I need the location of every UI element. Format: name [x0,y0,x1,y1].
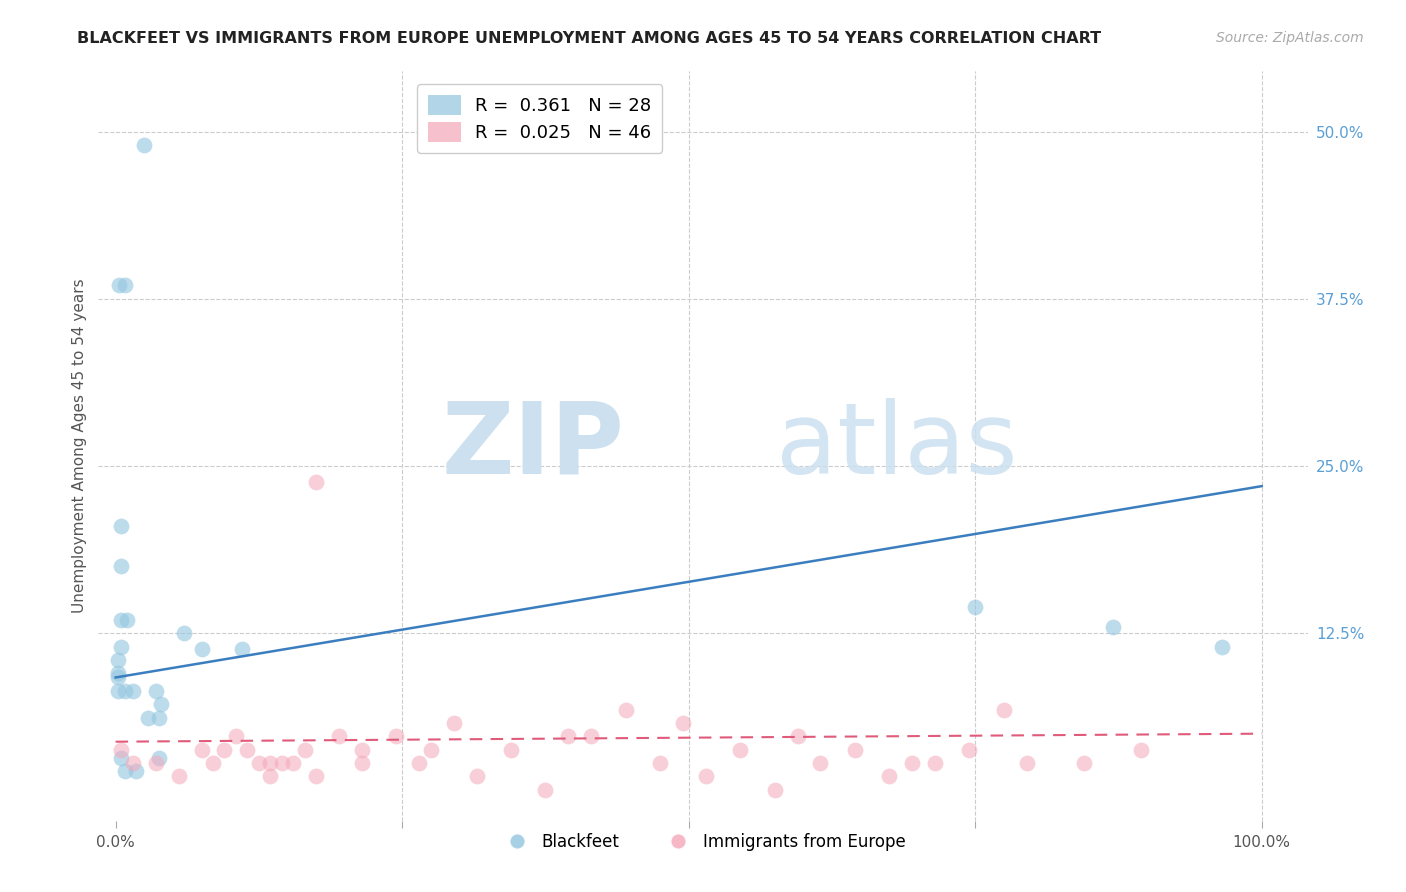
Point [134,138,156,153]
Point [214,742,236,756]
Point [115,613,138,627]
Point [236,742,259,756]
Point [328,730,350,744]
Point [901,756,924,771]
Point [305,769,328,784]
Point [108,278,131,293]
Point [728,742,751,756]
Point [259,756,281,771]
Point [202,756,225,771]
Point [259,769,281,784]
Point [107,684,129,698]
Point [1101,620,1123,634]
Point [581,730,603,744]
Point [763,783,786,797]
Point [283,756,305,771]
Point [125,764,148,778]
Point [121,756,143,771]
Point [270,756,292,771]
Point [1015,756,1038,771]
Point [924,756,946,771]
Point [110,613,132,627]
Point [672,716,695,731]
Point [247,756,270,771]
Point [110,751,132,765]
Point [190,742,212,756]
Point [350,742,373,756]
Point [1211,640,1233,654]
Point [443,716,465,731]
Point [114,278,136,293]
Point [107,671,129,685]
Point [107,653,129,667]
Point [557,730,579,744]
Point [408,756,430,771]
Point [1073,756,1095,771]
Point [148,751,170,765]
Y-axis label: Unemployment Among Ages 45 to 54 years: Unemployment Among Ages 45 to 54 years [72,278,87,614]
Point [145,756,167,771]
Text: atlas: atlas [776,398,1017,494]
Point [150,698,173,712]
Point [173,626,195,640]
Point [190,642,212,657]
Point [499,742,522,756]
Point [648,756,671,771]
Point [145,684,167,698]
Text: Source: ZipAtlas.com: Source: ZipAtlas.com [1216,31,1364,45]
Point [114,764,136,778]
Text: ZIP: ZIP [441,398,624,494]
Point [114,684,136,698]
Point [225,730,247,744]
Point [110,742,132,756]
Point [350,756,373,771]
Point [1130,742,1153,756]
Point [844,742,866,756]
Point [695,769,717,784]
Point [110,519,132,533]
Point [136,710,159,724]
Point [465,769,488,784]
Point [167,769,190,784]
Point [614,703,637,717]
Point [419,742,441,756]
Point [107,666,129,681]
Point [534,783,557,797]
Point [959,742,981,756]
Point [810,756,832,771]
Point [231,642,253,657]
Point [786,730,808,744]
Point [385,730,408,744]
Text: BLACKFEET VS IMMIGRANTS FROM EUROPE UNEMPLOYMENT AMONG AGES 45 TO 54 YEARS CORRE: BLACKFEET VS IMMIGRANTS FROM EUROPE UNEM… [77,31,1101,46]
Point [110,559,132,574]
Point [877,769,900,784]
Point [294,742,316,756]
Point [121,684,143,698]
Legend: Blackfeet, Immigrants from Europe: Blackfeet, Immigrants from Europe [494,826,912,857]
Point [993,703,1015,717]
Point [110,640,132,654]
Point [148,710,170,724]
Point [965,599,987,614]
Point [305,475,328,490]
